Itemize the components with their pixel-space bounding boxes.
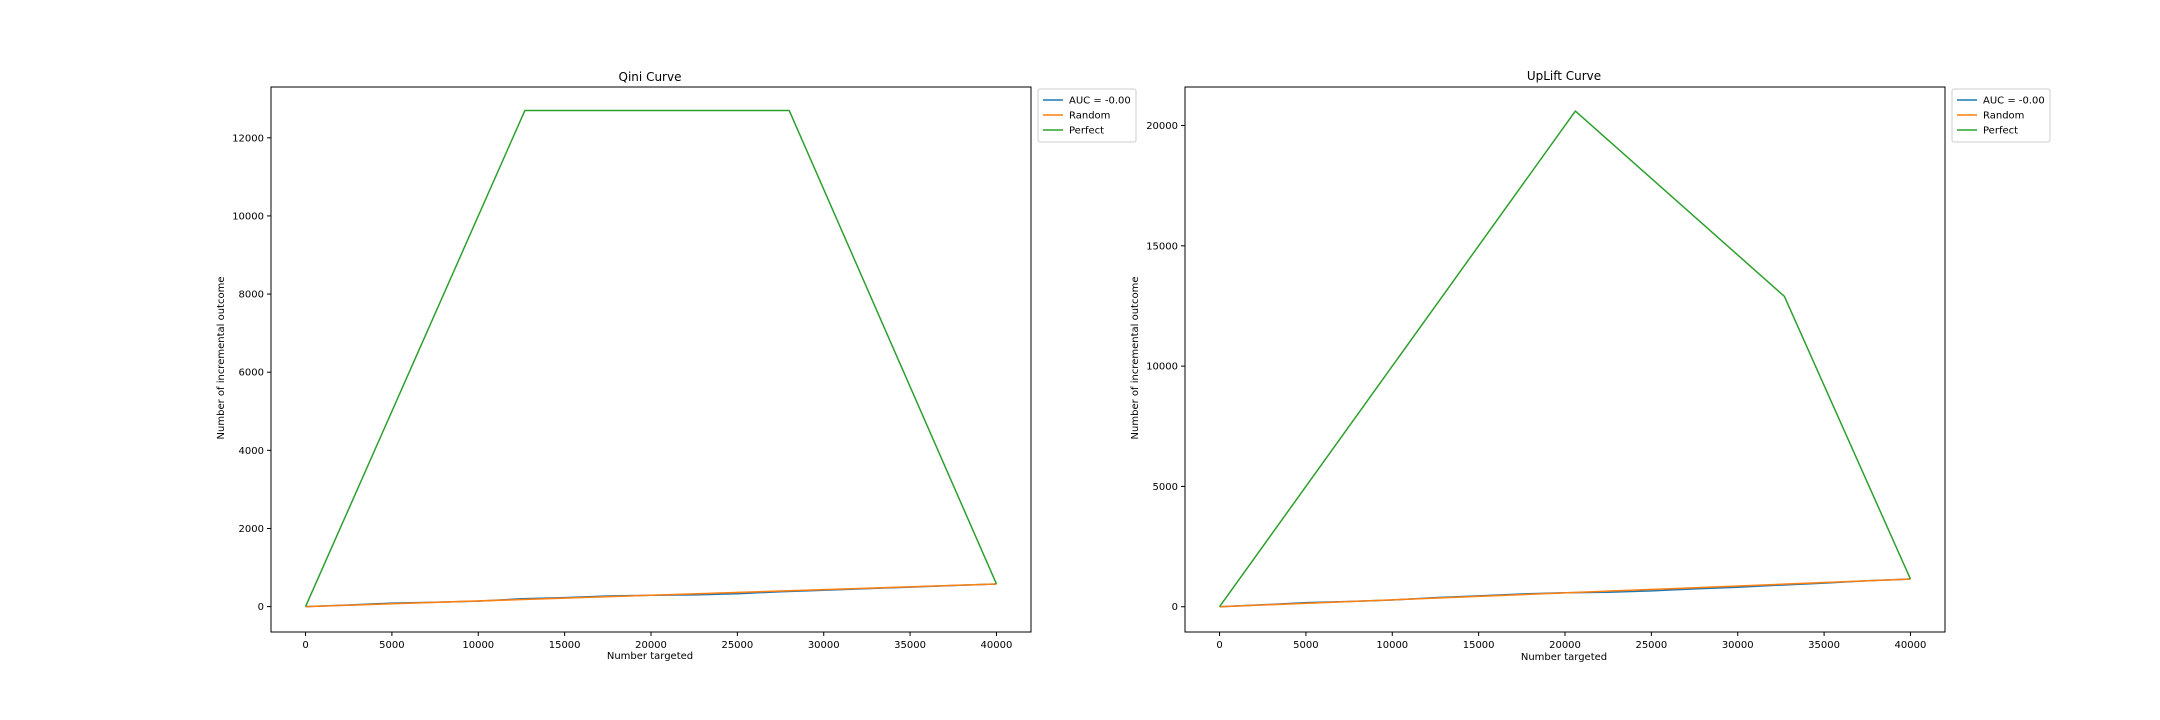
y-tick-label: 12000	[232, 133, 264, 144]
x-tick-label: 15000	[1463, 640, 1495, 651]
y-tick-label: 4000	[239, 446, 264, 457]
x-tick-label: 20000	[1549, 640, 1581, 651]
y-tick-label: 5000	[1153, 482, 1178, 493]
x-tick-label: 0	[302, 640, 308, 651]
y-tick-label: 10000	[1146, 362, 1178, 373]
legend: AUC = -0.00 Random Perfect	[1951, 88, 2051, 143]
x-tick-label: 35000	[894, 640, 926, 651]
chart-title: UpLift Curve	[1527, 69, 1601, 83]
x-tick-label: 25000	[1635, 640, 1667, 651]
legend-label: AUC = -0.00	[1983, 96, 2045, 107]
qini-chart: Qini Curve Number targeted Number of inc…	[216, 70, 1137, 662]
x-tick-label: 40000	[1895, 640, 1927, 651]
legend-frame	[1037, 88, 1137, 143]
y-tick-label: 0	[1172, 602, 1178, 613]
chart-title: Qini Curve	[619, 70, 682, 84]
x-tick-label: 5000	[379, 640, 404, 651]
legend-label: Perfect	[1983, 126, 2018, 137]
x-tick-label: 15000	[549, 640, 581, 651]
legend: AUC = -0.00 Random Perfect	[1037, 88, 1137, 143]
x-tick-label: 25000	[721, 640, 753, 651]
y-tick-label: 20000	[1146, 121, 1178, 132]
x-tick-label: 10000	[462, 640, 494, 651]
y-tick-label: 0	[258, 602, 264, 613]
y-tick-label: 10000	[232, 211, 264, 222]
series-line-perfect	[1218, 110, 1912, 608]
x-tick-label: 20000	[635, 640, 667, 651]
x-tick-label: 40000	[981, 640, 1013, 651]
plot-lines	[304, 109, 998, 608]
x-tick-label: 0	[1216, 640, 1222, 651]
series-line-random	[1219, 578, 1911, 608]
y-axis-label: Number of incremental outcome	[216, 277, 227, 440]
x-tick-label: 30000	[808, 640, 840, 651]
series-line-random	[305, 583, 997, 608]
plot-lines	[1218, 110, 1912, 608]
y-tick-label: 2000	[239, 524, 264, 535]
legend-frame	[1951, 88, 2051, 143]
y-tick-label: 8000	[239, 290, 264, 301]
y-tick-label: 15000	[1146, 241, 1178, 252]
series-line-perfect	[304, 109, 998, 607]
legend-label: AUC = -0.00	[1069, 96, 1131, 107]
y-tick-label: 6000	[239, 368, 264, 379]
x-tick-label: 35000	[1808, 640, 1840, 651]
x-tick-label: 30000	[1722, 640, 1754, 651]
legend-label: Random	[1983, 111, 2024, 122]
uplift-chart: UpLift Curve Number targeted Number of i…	[1130, 69, 2051, 663]
x-tick-label: 5000	[1293, 640, 1318, 651]
x-axis-label: Number targeted	[1521, 652, 1607, 663]
legend-label: Perfect	[1069, 126, 1104, 137]
y-axis-label: Number of incremental outcome	[1130, 277, 1141, 440]
x-axis-label: Number targeted	[607, 651, 693, 662]
legend-label: Random	[1069, 111, 1110, 122]
x-tick-label: 10000	[1376, 640, 1408, 651]
